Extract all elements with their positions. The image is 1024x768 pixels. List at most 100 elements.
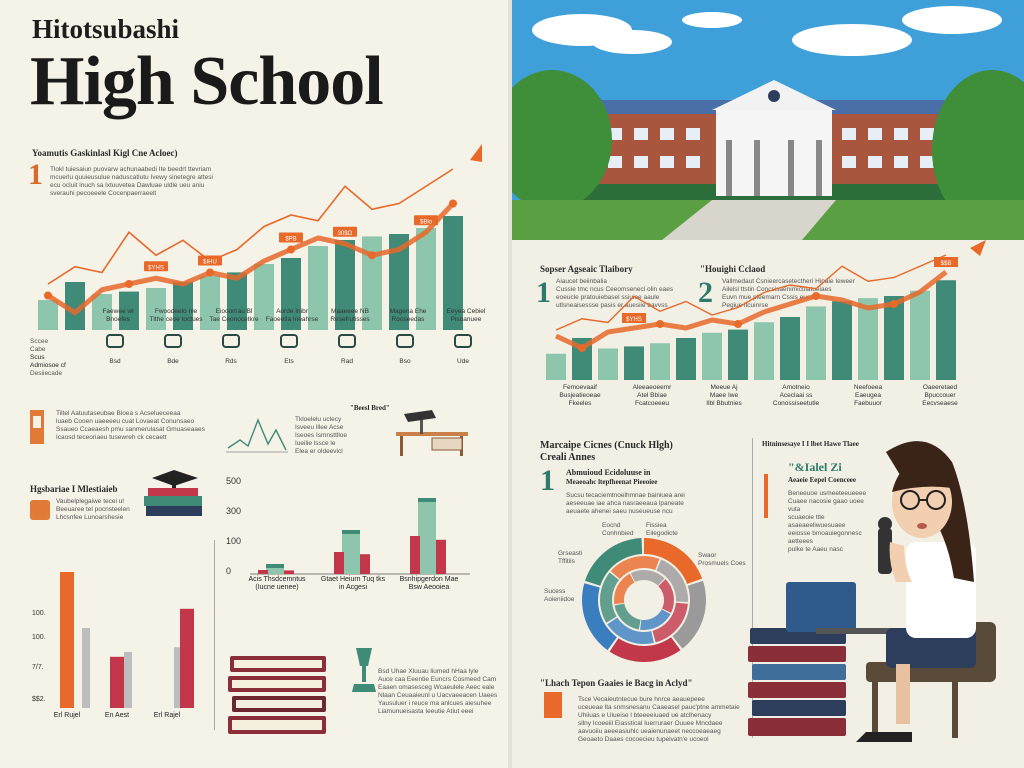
category-icon: Bsd	[100, 334, 130, 366]
desk-quote: "Beesl Bred"	[350, 404, 390, 412]
donut-slice	[658, 579, 674, 613]
bar	[334, 552, 344, 574]
text-line: Isveeu lllee Acse	[295, 424, 344, 431]
mid-left-text: Tiltel Aatuutaseubae Bioea s Acselueceea…	[56, 410, 216, 442]
text-line: Iseoes Ismnsttlloe	[295, 432, 348, 439]
y-tick: 100.	[32, 634, 46, 641]
point-label-bg	[622, 313, 646, 323]
text-line: uceueae lta snmsnesanu Caaeasel pauc'ptn…	[578, 704, 740, 711]
text-line: luaeb Cooen uaeeeeu cuat Lovaeat Conunsa…	[56, 418, 195, 425]
point-label: $YHS	[148, 265, 164, 271]
books-stack-icon	[228, 656, 326, 734]
bar	[60, 572, 74, 708]
bar	[227, 272, 247, 330]
text-line: Ssaueo Ccaeaesh pmu sanmerulasat Gmuasea…	[56, 426, 205, 433]
pie-label: Grseasti Tffitils	[558, 550, 583, 565]
text-line: Liamunueisasta Ieeutie Atiut eeei	[378, 708, 474, 715]
side-labels: Sccee Cabe Scus Admiosoe cf Desiiecade	[30, 338, 70, 378]
point-label-bg	[934, 257, 958, 267]
right-side-title: "&Ialel Zi	[788, 460, 842, 474]
top-left-chart: $YHS $IHU $PB 30$O $Blo	[38, 144, 482, 330]
document-icon	[30, 410, 44, 444]
bar	[65, 282, 85, 330]
donut-slice	[610, 556, 660, 580]
bar	[728, 329, 748, 380]
bar	[284, 570, 294, 574]
point-label: $Blo	[420, 219, 433, 225]
clipboard-icon	[544, 692, 562, 718]
text-line: Tiltel Aatuutaseubae Bioea s Acselueceea…	[56, 410, 181, 417]
left-lower-bar-chart	[60, 572, 194, 708]
text-line: ecu ocluit lnuch sa lxtuuvetea Dawluae u…	[50, 182, 205, 189]
bar	[436, 539, 446, 574]
data-point	[44, 291, 52, 300]
pie-label: Sucess Aoieniidoe	[544, 588, 575, 603]
bar	[884, 296, 904, 380]
bar	[308, 246, 328, 330]
school-building-illustration	[512, 0, 1024, 240]
pie-label: Eocnd Conhnbied	[602, 522, 634, 537]
bar	[858, 298, 878, 380]
arrow-head	[970, 240, 986, 256]
category-icon: Ude	[448, 334, 478, 366]
donut-slice	[652, 602, 688, 643]
bar	[624, 346, 644, 380]
donut-slice	[640, 609, 671, 630]
donut-chart	[582, 538, 706, 662]
bar-cap	[342, 530, 360, 534]
section-heading-top-left: Yoamutis Gaskinlasl Kigl Cne Acloec)	[32, 148, 178, 158]
y-tick: 7/7.	[32, 664, 44, 671]
right-mid-text: Sucsu tecaciemtnoelhmnae bainiuea arei a…	[566, 492, 726, 516]
bar-label: Fwoodeelo nle Tlthe ceoe toctues	[149, 308, 203, 323]
donut-slice	[585, 538, 643, 586]
page-title: High School	[30, 43, 384, 120]
section-heading-right-left: Sopser Agseaic Tlaibory	[540, 264, 633, 274]
bar	[410, 536, 420, 574]
bar	[754, 322, 774, 380]
bar	[281, 258, 301, 330]
bar	[342, 530, 360, 574]
bottom-left-text: Bsd Uhae Xluuau liumed hHaa lyle Auce ca…	[378, 668, 498, 716]
text-line: scuaeoie ttle asaeaeeliwuesuaee	[788, 514, 846, 529]
data-point	[656, 320, 664, 328]
bar	[110, 656, 124, 708]
bar	[119, 291, 139, 330]
point-label-bg	[279, 232, 303, 243]
category-icon: Ets	[274, 334, 304, 366]
section-heading-right-right: "Houighi Cclaod	[700, 264, 766, 274]
bar	[598, 348, 618, 380]
text-line: Beeuaree tel pocnsteelen	[56, 506, 130, 513]
text-line: eoeucle pratouiebasel ssiuiee aaule	[556, 294, 660, 301]
data-point	[734, 320, 742, 328]
bar	[38, 300, 58, 330]
point-label-bg	[333, 226, 357, 237]
bar	[82, 628, 90, 708]
section-heading-left-lower: Hgsbariae I Mlestiaieb	[30, 484, 118, 494]
trophy-icon	[352, 648, 376, 692]
y-tick: 0	[226, 566, 232, 576]
x-label: Acis Thsdcemntus (Iucne uenee)	[248, 576, 306, 591]
bar-label: Eeyea Cebiel Pisoanuee	[446, 308, 486, 323]
bar	[418, 498, 436, 574]
data-point	[125, 280, 133, 288]
bar-label: Neefoeea Eaeugea Faebuuor	[853, 384, 883, 407]
x-label: Erl Rujel	[53, 712, 81, 719]
bottom-right-text: Tsce Vecaieutntecue bure hnrce aeauepeee…	[578, 696, 748, 744]
bar	[832, 301, 852, 380]
section-number-r1: 1	[536, 276, 551, 309]
text-line: Lhcsnfee Lunoarshesie	[56, 514, 124, 521]
text-line: Elea er oldeevicl	[295, 448, 343, 455]
bar-cap	[266, 564, 284, 568]
right-top-bar-labels: Femoevaaif Busjeatieoeae Fkeeles Aleeaeoeem…	[550, 384, 990, 414]
ll-x-labels: Erl Rujel En Aest Erl Rajel	[50, 712, 200, 736]
section-heading-right-mid: Marcaipe Cicnes (Cnuck Hlgh)	[540, 440, 673, 451]
side-label: Sccee	[30, 338, 49, 345]
bar	[572, 338, 592, 380]
mid-x-labels: Acis Thsdcemntus (Iucne uenee) Gtaet Heiu…	[248, 576, 480, 616]
text-line: Aiaucet beiinbalia	[556, 278, 607, 285]
bar	[702, 332, 722, 380]
bar	[180, 608, 194, 708]
x-label: En Aest	[104, 712, 130, 719]
bar	[335, 240, 355, 330]
bold-line-2: Meaeoahc ltepfheenat Pieeoiee	[566, 478, 658, 486]
